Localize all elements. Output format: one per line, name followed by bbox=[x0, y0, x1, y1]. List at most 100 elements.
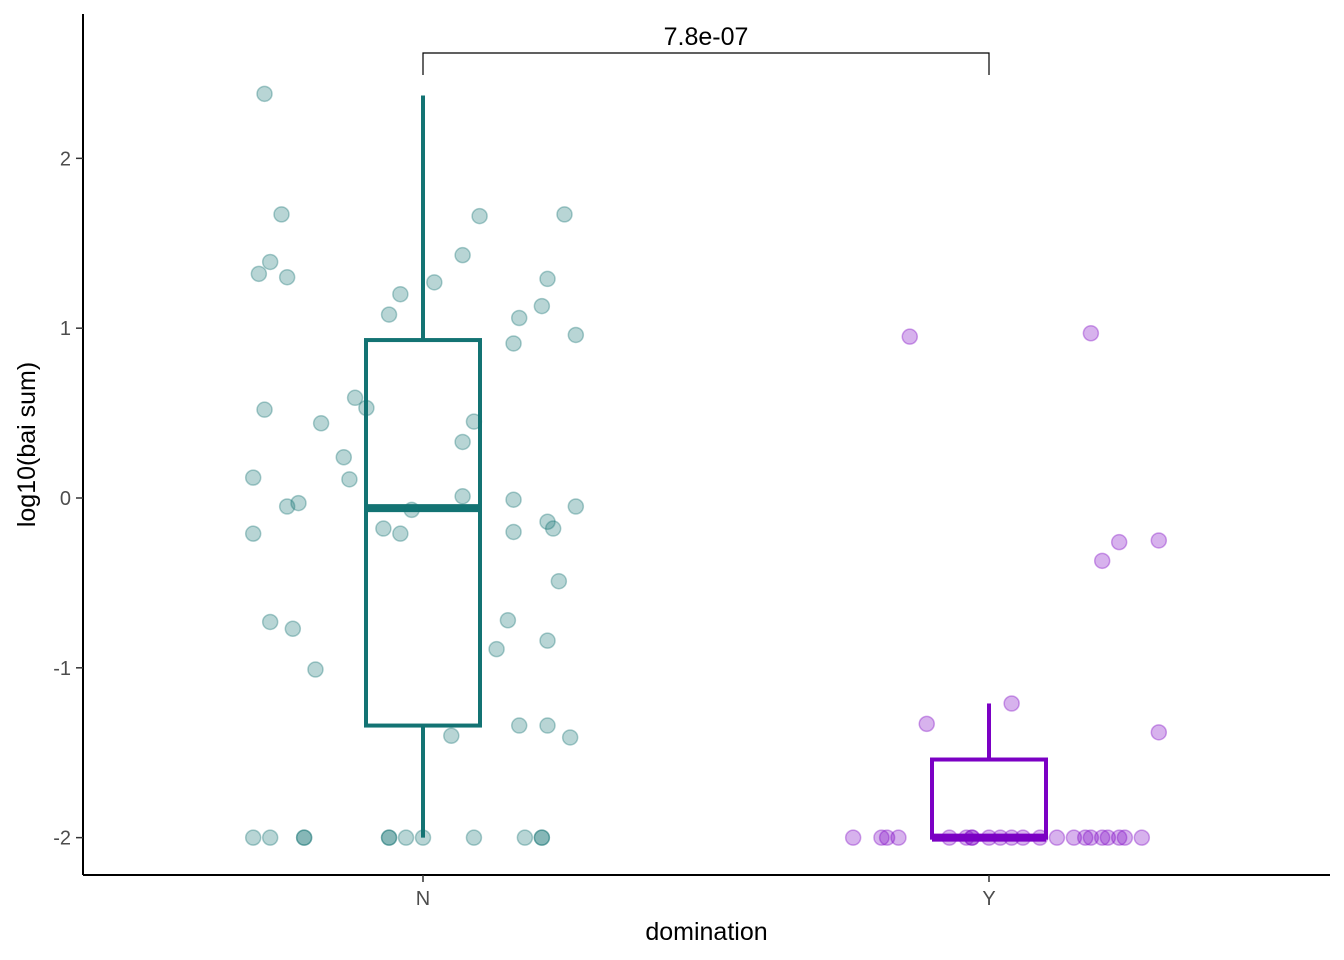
data-point bbox=[1093, 552, 1111, 570]
data-point bbox=[1093, 829, 1111, 846]
data-point bbox=[890, 829, 907, 846]
data-point bbox=[1076, 829, 1094, 846]
data-point bbox=[873, 829, 890, 846]
data-point bbox=[403, 501, 420, 519]
data-point bbox=[958, 829, 975, 846]
data-point bbox=[261, 613, 279, 631]
data-point bbox=[380, 829, 398, 846]
data-point bbox=[941, 829, 958, 846]
data-point bbox=[556, 206, 573, 223]
data-point bbox=[1082, 325, 1100, 342]
data-point bbox=[488, 640, 505, 658]
data-point bbox=[454, 246, 471, 264]
data-point bbox=[539, 632, 556, 649]
y-tick-label: -2 bbox=[53, 828, 71, 850]
x-tick-label: N bbox=[416, 888, 430, 910]
data-point bbox=[499, 612, 517, 629]
data-point bbox=[256, 85, 273, 103]
data-point bbox=[278, 498, 296, 515]
series-Y bbox=[844, 325, 1168, 846]
box-iqr bbox=[930, 757, 1048, 840]
data-point bbox=[533, 829, 551, 846]
data-point bbox=[533, 829, 551, 846]
p-value-label: 7.8e-07 bbox=[664, 23, 749, 51]
y-axis-title: log10(bai sum) bbox=[13, 362, 41, 527]
data-point bbox=[341, 471, 358, 488]
data-point bbox=[878, 829, 896, 846]
data-point bbox=[1003, 695, 1020, 712]
data-point bbox=[244, 469, 262, 486]
data-point bbox=[844, 829, 862, 846]
data-point bbox=[465, 413, 483, 430]
data-point bbox=[1150, 724, 1168, 741]
data-point bbox=[1099, 829, 1117, 846]
data-point bbox=[392, 285, 409, 303]
bracket-line bbox=[422, 52, 990, 75]
data-point bbox=[397, 829, 415, 846]
plot-panel bbox=[244, 85, 1168, 846]
data-point bbox=[454, 488, 471, 505]
data-point bbox=[335, 448, 353, 466]
data-point bbox=[1110, 829, 1128, 846]
data-point bbox=[1031, 829, 1049, 846]
data-point bbox=[505, 523, 522, 541]
data-point bbox=[273, 206, 290, 223]
series-N bbox=[244, 85, 585, 846]
data-point bbox=[1048, 829, 1066, 846]
data-point bbox=[510, 309, 528, 327]
data-point bbox=[963, 829, 981, 846]
data-point bbox=[1150, 532, 1168, 549]
data-point bbox=[1133, 829, 1151, 846]
y-tick-label: -1 bbox=[53, 658, 71, 680]
data-point bbox=[312, 415, 330, 432]
data-point bbox=[539, 270, 556, 288]
data-point bbox=[992, 829, 1009, 846]
data-point bbox=[510, 717, 528, 734]
y-tick-label: 2 bbox=[60, 148, 71, 170]
data-point bbox=[375, 520, 392, 537]
data-point bbox=[256, 401, 273, 418]
data-point bbox=[471, 207, 488, 225]
data-point bbox=[550, 572, 568, 590]
data-point bbox=[380, 306, 398, 323]
y-tick-label: 1 bbox=[60, 318, 71, 340]
data-point bbox=[244, 525, 262, 542]
data-point bbox=[1014, 829, 1032, 846]
data-point bbox=[290, 494, 307, 512]
data-point bbox=[561, 729, 579, 746]
data-point bbox=[250, 265, 268, 283]
data-point bbox=[454, 433, 471, 451]
y-axis-ticks: -2 -1 0 1 2 bbox=[53, 148, 83, 850]
data-point bbox=[261, 829, 279, 846]
x-tick-label: Y bbox=[982, 888, 995, 910]
data-point bbox=[1082, 829, 1100, 846]
data-point bbox=[544, 520, 562, 537]
x-axis-title: domination bbox=[645, 918, 767, 946]
data-point bbox=[261, 253, 279, 271]
data-point bbox=[465, 829, 483, 846]
data-point bbox=[533, 297, 551, 315]
data-point bbox=[539, 513, 556, 531]
data-point bbox=[244, 829, 262, 846]
data-point bbox=[346, 389, 364, 407]
data-point bbox=[307, 661, 324, 678]
data-point bbox=[426, 274, 443, 291]
data-point bbox=[516, 829, 534, 846]
data-point bbox=[443, 727, 460, 744]
data-point bbox=[963, 829, 981, 846]
data-point bbox=[295, 829, 313, 846]
data-point bbox=[980, 829, 998, 846]
data-point bbox=[539, 717, 556, 734]
data-point bbox=[505, 491, 522, 508]
data-point bbox=[1065, 829, 1083, 846]
y-tick-label: 0 bbox=[60, 488, 71, 510]
data-point bbox=[414, 829, 432, 846]
data-point bbox=[1110, 533, 1128, 551]
data-point bbox=[358, 399, 375, 417]
data-point bbox=[278, 268, 296, 286]
data-point bbox=[505, 335, 522, 352]
data-point bbox=[380, 829, 398, 846]
comparison-bracket: 7.8e-07 bbox=[422, 23, 990, 75]
